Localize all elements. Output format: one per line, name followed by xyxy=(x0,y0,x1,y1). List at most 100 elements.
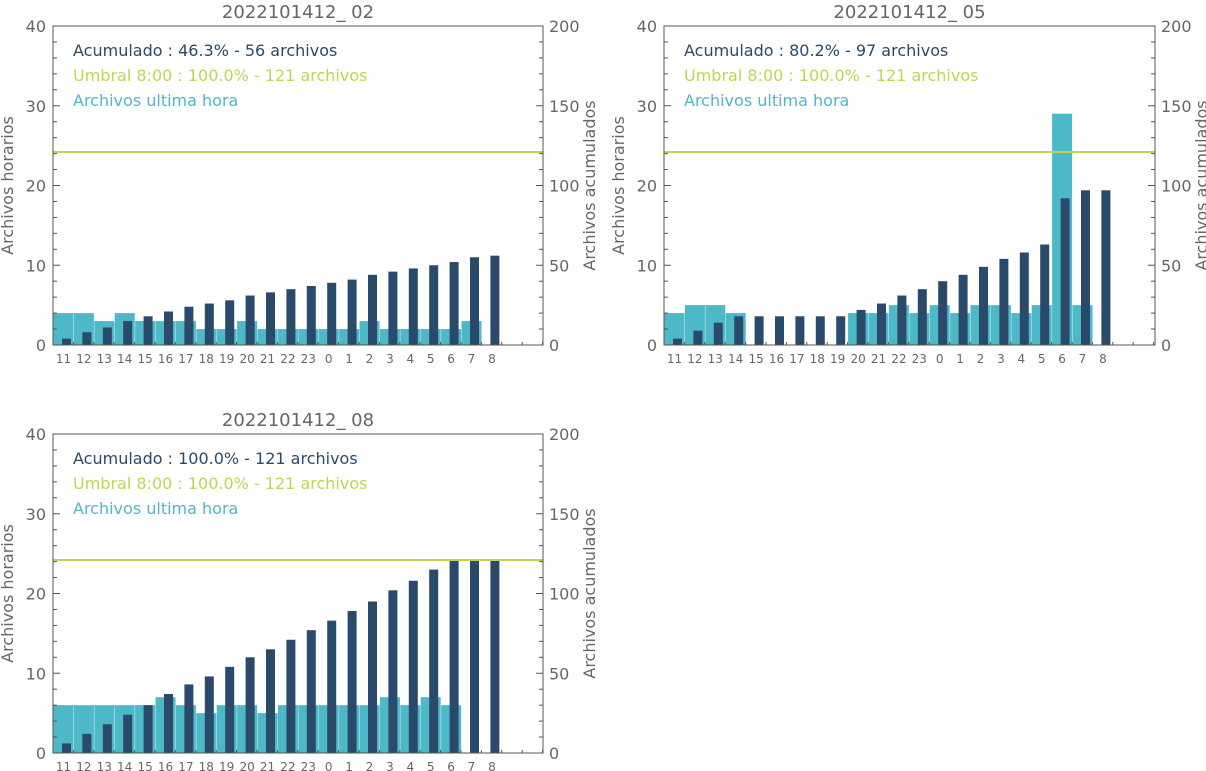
cumulative-bar-11 xyxy=(673,338,682,345)
chart-title: 2022101412_ 05 xyxy=(833,2,985,23)
cumulative-bar-4 xyxy=(1019,252,1029,345)
cumulative-bar-7 xyxy=(470,257,479,345)
cumulative-bar-14 xyxy=(734,316,744,345)
x-tick-label: 1 xyxy=(345,760,353,771)
x-tick-label: 23 xyxy=(301,760,316,771)
x-tick-label: 18 xyxy=(810,352,825,366)
left-tick-label: 40 xyxy=(637,17,657,36)
cumulative-bar-6 xyxy=(449,262,459,345)
x-tick-label: 3 xyxy=(997,352,1005,366)
cumulative-bar-12 xyxy=(82,733,92,753)
x-tick-label: 15 xyxy=(137,352,152,366)
left-tick-label: 10 xyxy=(637,256,657,275)
right-tick-label: 0 xyxy=(549,336,559,355)
left-tick-label: 10 xyxy=(26,664,46,683)
x-tick-label: 2 xyxy=(366,760,374,771)
cumulative-bar-21 xyxy=(266,292,275,345)
x-tick-label: 1 xyxy=(956,352,964,366)
right-tick-label: 150 xyxy=(1161,97,1192,116)
x-tick-label: 6 xyxy=(447,760,455,771)
x-tick-label: 4 xyxy=(406,352,414,366)
x-tick-label: 5 xyxy=(427,352,435,366)
x-tick-label: 19 xyxy=(830,352,845,366)
x-tick-label: 2 xyxy=(977,352,985,366)
cumulative-bar-11 xyxy=(62,743,71,753)
left-tick-label: 20 xyxy=(637,177,657,196)
right-axis-title: Archivos acumulados xyxy=(580,508,599,678)
cumulative-bar-23 xyxy=(306,630,316,753)
cumulative-bar-0 xyxy=(327,620,337,753)
x-tick-label: 11 xyxy=(56,352,71,366)
x-tick-label: 12 xyxy=(76,352,91,366)
cumulative-bar-18 xyxy=(204,303,214,345)
x-tick-label: 16 xyxy=(769,352,784,366)
left-tick-label: 30 xyxy=(26,97,46,116)
legend-entry-3: Archivos ultima hora xyxy=(73,499,238,518)
cumulative-bar-20 xyxy=(856,309,866,345)
hourly-bar-11 xyxy=(664,313,685,345)
cumulative-bar-8 xyxy=(490,255,500,345)
legend-entry-2: Umbral 8:00 : 100.0% - 121 archivos xyxy=(684,66,978,85)
x-tick-label: 0 xyxy=(325,352,333,366)
x-tick-label: 23 xyxy=(301,352,316,366)
x-tick-label: 12 xyxy=(76,760,91,771)
cumulative-bar-12 xyxy=(82,332,92,345)
left-axis-title: Archivos horarios xyxy=(0,116,17,255)
right-tick-label: 50 xyxy=(1161,256,1181,275)
cumulative-bar-19 xyxy=(225,666,235,753)
x-tick-label: 13 xyxy=(708,352,723,366)
cumulative-bar-22 xyxy=(286,289,296,345)
cumulative-bar-3 xyxy=(388,271,398,345)
cumulative-bar-13 xyxy=(102,327,112,345)
cumulative-bar-7 xyxy=(470,560,479,753)
x-tick-label: 22 xyxy=(280,352,295,366)
cumulative-bar-15 xyxy=(143,316,153,345)
x-tick-label: 14 xyxy=(117,352,132,366)
right-tick-label: 0 xyxy=(1161,336,1171,355)
x-tick-label: 6 xyxy=(1058,352,1066,366)
cumulative-bar-13 xyxy=(102,724,112,753)
cumulative-bar-3 xyxy=(999,258,1009,345)
x-tick-label: 0 xyxy=(325,760,333,771)
cumulative-bar-20 xyxy=(245,657,255,753)
left-tick-label: 0 xyxy=(36,744,46,763)
cumulative-bar-16 xyxy=(164,311,173,345)
legend-entry-1: Acumulado : 80.2% - 97 archivos xyxy=(684,41,948,60)
x-tick-label: 0 xyxy=(936,352,944,366)
right-tick-label: 0 xyxy=(549,744,559,763)
left-tick-label: 20 xyxy=(26,177,46,196)
legend-entry-1: Acumulado : 46.3% - 56 archivos xyxy=(73,41,337,60)
x-tick-label: 14 xyxy=(728,352,743,366)
x-tick-label: 11 xyxy=(56,760,71,771)
x-tick-label: 7 xyxy=(1079,352,1087,366)
cumulative-bar-1 xyxy=(347,611,357,753)
hourly-bar-11 xyxy=(53,313,74,345)
hourly-bar-11 xyxy=(53,705,74,753)
x-tick-label: 3 xyxy=(386,352,394,366)
left-tick-label: 20 xyxy=(26,585,46,604)
x-tick-label: 20 xyxy=(239,760,254,771)
cumulative-bar-13 xyxy=(713,322,723,345)
cumulative-bar-0 xyxy=(938,281,948,345)
cumulative-bar-3 xyxy=(388,590,398,753)
cumulative-bar-1 xyxy=(347,279,357,345)
right-axis-title: Archivos acumulados xyxy=(1192,100,1206,270)
cumulative-bar-23 xyxy=(306,285,316,345)
cumulative-bar-2 xyxy=(979,266,988,345)
cumulative-bar-17 xyxy=(184,684,194,753)
left-axis-title: Archivos horarios xyxy=(609,116,628,255)
x-tick-label: 7 xyxy=(468,760,476,771)
x-tick-label: 8 xyxy=(488,760,496,771)
cumulative-bar-16 xyxy=(775,316,784,345)
x-tick-label: 20 xyxy=(850,352,865,366)
cumulative-bar-18 xyxy=(815,316,825,345)
cumulative-bar-17 xyxy=(184,306,194,345)
left-tick-label: 0 xyxy=(647,336,657,355)
x-tick-label: 17 xyxy=(789,352,804,366)
cumulative-bar-21 xyxy=(877,303,886,345)
right-tick-label: 100 xyxy=(549,585,580,604)
x-tick-label: 22 xyxy=(280,760,295,771)
